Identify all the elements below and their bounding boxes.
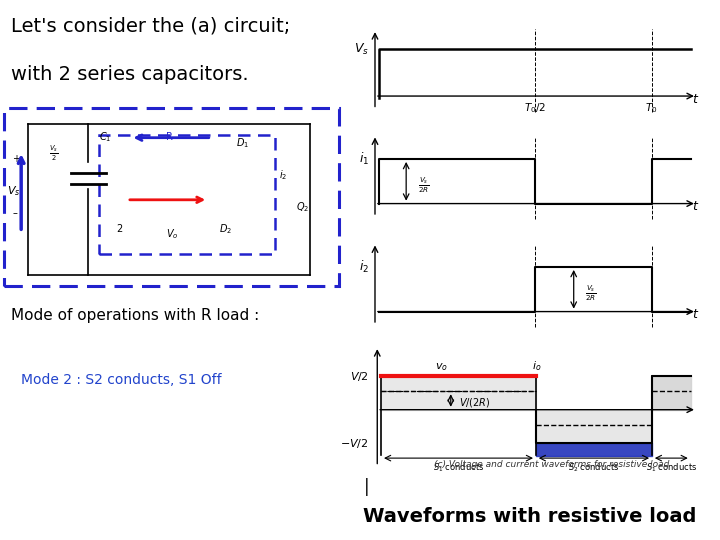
Text: Mode 2 : S2 conducts, S1 Off: Mode 2 : S2 conducts, S1 Off — [21, 373, 222, 387]
Text: $C_1$: $C_1$ — [99, 130, 111, 144]
Text: –: – — [12, 208, 17, 218]
Text: $V/2$: $V/2$ — [350, 370, 369, 383]
Text: $i_2$: $i_2$ — [279, 168, 287, 182]
Text: $v_o$: $v_o$ — [436, 361, 449, 373]
Text: $i_2$: $i_2$ — [359, 259, 369, 275]
Text: $V/(2R)$: $V/(2R)$ — [459, 396, 490, 409]
Bar — [4, 108, 338, 286]
Text: $t$: $t$ — [692, 308, 699, 321]
Text: (c) Voltage and current waveforms for resistive load: (c) Voltage and current waveforms for re… — [433, 460, 669, 469]
Text: $V_o$: $V_o$ — [166, 227, 179, 241]
Text: $S_1$ conducts: $S_1$ conducts — [433, 462, 485, 474]
Text: Waveforms with resistive load: Waveforms with resistive load — [362, 508, 696, 526]
Text: R: R — [166, 132, 173, 143]
Text: $i_1$: $i_1$ — [359, 151, 369, 167]
Text: $\frac{V_s}{2R}$: $\frac{V_s}{2R}$ — [418, 175, 430, 195]
Text: $T_0/2$: $T_0/2$ — [523, 101, 546, 114]
Text: $Q_2$: $Q_2$ — [297, 200, 310, 214]
Text: $i_o$: $i_o$ — [532, 359, 541, 373]
Text: $D_2$: $D_2$ — [219, 222, 232, 236]
Text: $S_1$ conducts: $S_1$ conducts — [646, 462, 697, 474]
Text: $t$: $t$ — [692, 200, 699, 213]
Text: Let's consider the (a) circuit;: Let's consider the (a) circuit; — [11, 16, 290, 35]
Text: +: + — [12, 154, 20, 164]
Text: $\frac{V_s}{2R}$: $\frac{V_s}{2R}$ — [585, 283, 597, 303]
Text: |: | — [364, 478, 369, 496]
Text: $-V/2$: $-V/2$ — [341, 436, 369, 450]
Text: $S_2$ conducts: $S_2$ conducts — [568, 462, 620, 474]
Text: $T_0$: $T_0$ — [645, 101, 658, 114]
Bar — [99, 135, 275, 254]
Text: $\frac{V_s}{2}$: $\frac{V_s}{2}$ — [50, 143, 59, 163]
Text: $t$: $t$ — [692, 93, 699, 106]
Text: with 2 series capacitors.: with 2 series capacitors. — [11, 65, 248, 84]
Text: $V_s$: $V_s$ — [7, 184, 21, 198]
Text: $D_1$: $D_1$ — [236, 136, 250, 150]
Text: $V_s$: $V_s$ — [354, 42, 369, 57]
Text: 2: 2 — [117, 224, 122, 234]
Text: Mode of operations with R load :: Mode of operations with R load : — [11, 308, 258, 323]
